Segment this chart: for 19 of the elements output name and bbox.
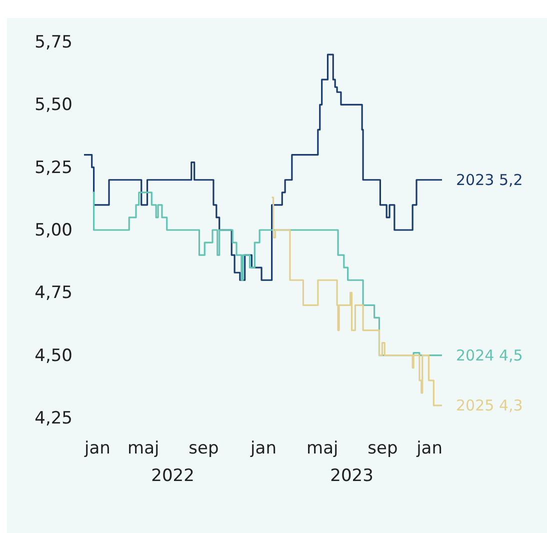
x-tick-label: jan (416, 438, 442, 458)
y-tick-label: 5,50 (34, 95, 72, 116)
x-tick-label: jan (84, 438, 110, 458)
y-tick-label: 4,50 (34, 346, 72, 366)
series-label: 2025 4,3 (456, 396, 523, 414)
y-tick-label: 4,25 (34, 408, 72, 428)
x-tick-label: maj (128, 438, 160, 458)
y-tick-label: 4,75 (34, 283, 72, 304)
text: 2023 (330, 466, 374, 486)
x-tick-label: sep (368, 438, 398, 458)
x-tick-label: maj (306, 438, 338, 458)
series-label: 2024 4,5 (456, 346, 523, 364)
y-tick-label: 5,00 (34, 220, 72, 240)
series-label: 2023 5,2 (456, 170, 523, 189)
y-tick-label: 5,25 (34, 158, 72, 178)
x-tick-label: sep (188, 438, 219, 458)
y-tick-label: 5,75 (34, 32, 72, 52)
x-tick-label: jan (250, 438, 276, 458)
text: 2022 (151, 466, 194, 486)
